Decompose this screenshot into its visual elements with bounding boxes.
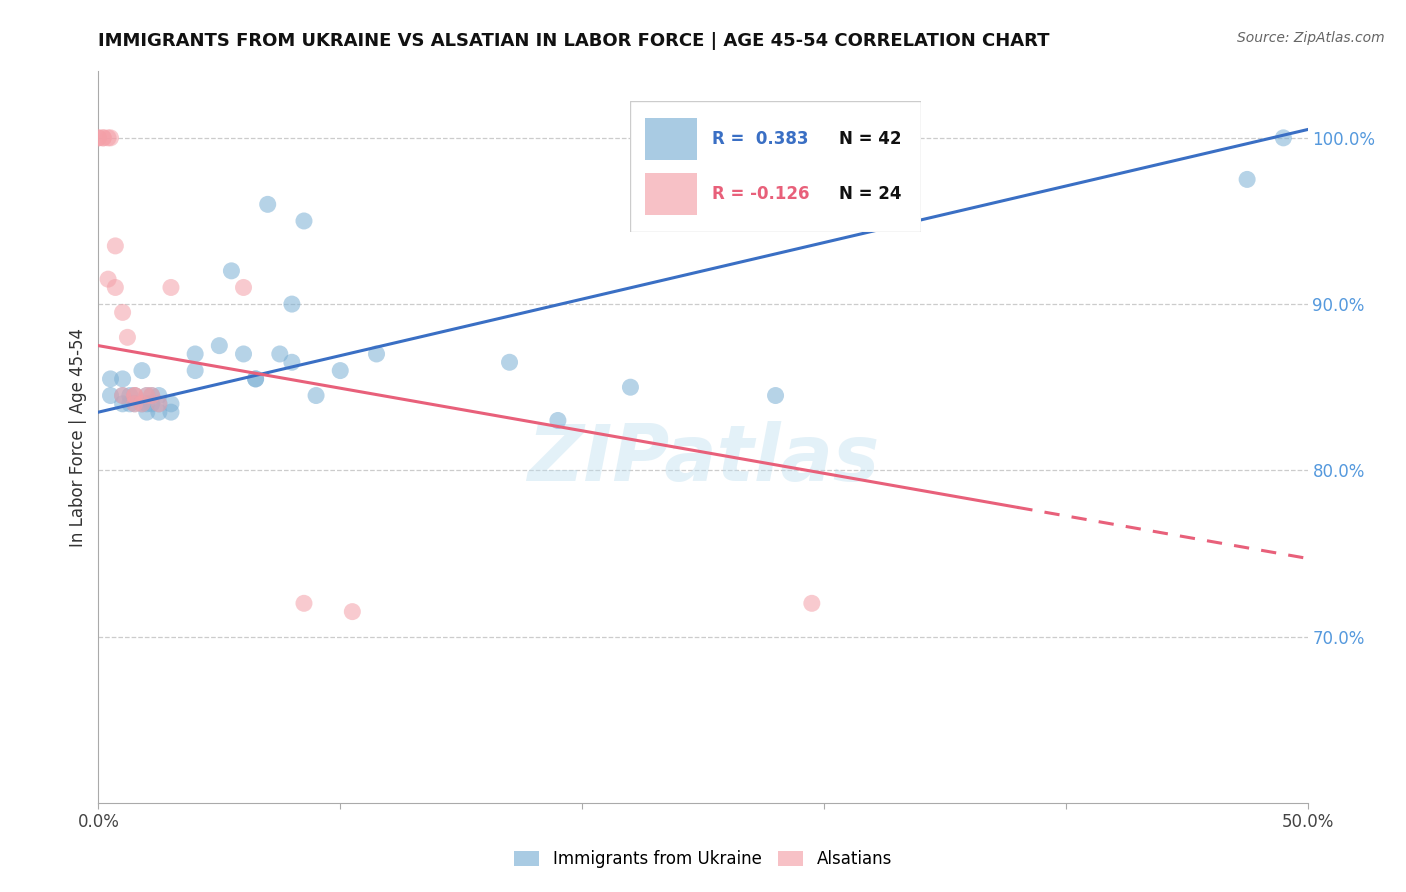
Point <box>148 388 170 402</box>
Point <box>148 397 170 411</box>
Point <box>305 388 328 402</box>
Point <box>232 347 254 361</box>
Point <box>800 596 823 610</box>
Point <box>111 388 134 402</box>
Point <box>208 339 231 353</box>
Point <box>232 280 254 294</box>
Point <box>292 214 315 228</box>
Point <box>269 347 291 361</box>
Point <box>160 280 183 294</box>
Point <box>160 405 183 419</box>
Point <box>100 131 122 145</box>
Point <box>160 397 183 411</box>
Point <box>329 363 352 377</box>
Point <box>281 355 304 369</box>
Point <box>141 388 163 402</box>
Point <box>1272 131 1295 145</box>
Point <box>547 413 569 427</box>
Point <box>184 347 207 361</box>
Text: IMMIGRANTS FROM UKRAINE VS ALSATIAN IN LABOR FORCE | AGE 45-54 CORRELATION CHART: IMMIGRANTS FROM UKRAINE VS ALSATIAN IN L… <box>98 32 1050 50</box>
Point <box>111 397 134 411</box>
Point <box>87 131 110 145</box>
Point <box>135 405 157 419</box>
Point <box>184 363 207 377</box>
Text: ZIPatlas: ZIPatlas <box>527 421 879 497</box>
Point <box>765 388 787 402</box>
Point <box>97 272 120 286</box>
Point <box>1236 172 1258 186</box>
Point <box>256 197 278 211</box>
Point <box>118 397 141 411</box>
Point <box>117 330 139 344</box>
Point <box>619 380 641 394</box>
Point <box>148 397 170 411</box>
Point <box>221 264 243 278</box>
Point <box>111 372 134 386</box>
Point <box>148 405 170 419</box>
Point <box>104 280 127 294</box>
Point <box>245 372 267 386</box>
Text: Source: ZipAtlas.com: Source: ZipAtlas.com <box>1237 31 1385 45</box>
Legend: Immigrants from Ukraine, Alsatians: Immigrants from Ukraine, Alsatians <box>508 844 898 875</box>
Point <box>124 388 146 402</box>
Point <box>141 388 163 402</box>
Point <box>245 372 267 386</box>
Point <box>342 605 364 619</box>
Point <box>111 388 134 402</box>
Point <box>281 297 304 311</box>
Point <box>131 397 153 411</box>
Y-axis label: In Labor Force | Age 45-54: In Labor Force | Age 45-54 <box>69 327 87 547</box>
Point <box>135 388 157 402</box>
Point <box>124 388 146 402</box>
Point <box>87 131 110 145</box>
Point <box>100 372 122 386</box>
Point <box>131 363 153 377</box>
Point <box>100 388 122 402</box>
Point <box>124 397 146 411</box>
Point <box>131 397 153 411</box>
Point <box>135 397 157 411</box>
Point <box>124 397 146 411</box>
Point <box>91 131 114 145</box>
Point <box>366 347 388 361</box>
Point <box>292 596 315 610</box>
Point <box>97 131 120 145</box>
Point <box>135 388 157 402</box>
Point <box>118 388 141 402</box>
Point <box>124 388 146 402</box>
Point <box>91 131 114 145</box>
Point <box>104 239 127 253</box>
Point <box>498 355 520 369</box>
Point <box>111 305 134 319</box>
Point <box>141 397 163 411</box>
